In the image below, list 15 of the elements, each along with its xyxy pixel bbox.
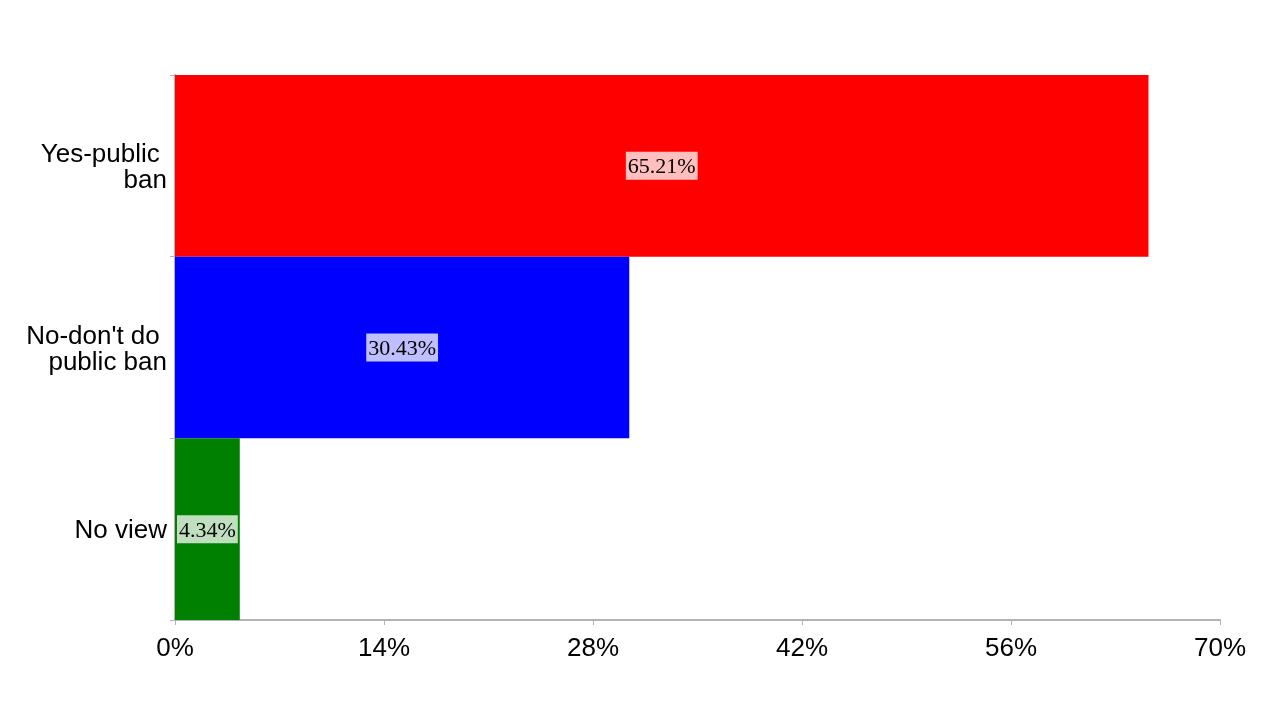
x-tick-label: 56% [984,632,1038,662]
x-tick-label: 0% [156,632,194,662]
data-label: 4.34% [178,516,236,542]
y-tick-label: No-don't do public ban [26,319,167,376]
data-label: 30.43% [368,335,437,360]
bar [175,75,1149,257]
x-tick-label: 42% [775,632,829,662]
x-tick-label: 70% [1193,632,1247,662]
x-tick-label: 14% [357,632,411,662]
y-tick-label: No view [74,514,168,545]
bar [175,256,630,439]
y-tick-label: Yes-public ban [40,137,167,194]
bar [175,438,240,620]
x-tick-label: 28% [566,632,620,662]
data-label: 65.21% [627,153,696,179]
